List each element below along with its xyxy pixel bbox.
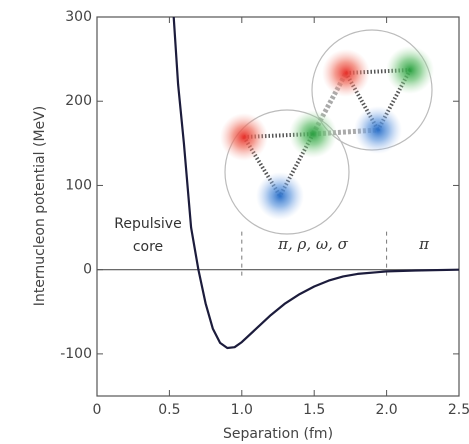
- x-axis-label: Separation (fm): [223, 426, 333, 442]
- annotation: π, ρ, ω, σ: [277, 235, 349, 253]
- potential-curve: [172, 17, 459, 350]
- nucleon: [224, 109, 350, 235]
- y-tick-label: 0: [83, 262, 92, 278]
- x-tick-label: 0.5: [158, 402, 180, 418]
- x-tick-label: 0: [93, 402, 102, 418]
- x-tick-label: 1.0: [231, 402, 253, 418]
- x-tick-label: 2.0: [375, 402, 397, 418]
- quark: [220, 113, 268, 161]
- annotation: π: [418, 235, 430, 253]
- plot-frame: [96, 16, 460, 397]
- y-tick-label: 100: [65, 177, 92, 193]
- annotation: core: [133, 239, 163, 255]
- y-axis-label: Internucleon potential (MeV): [32, 106, 48, 306]
- x-tick-label: 2.5: [448, 402, 469, 418]
- y-tick-label: 300: [65, 9, 92, 25]
- quark: [322, 49, 370, 97]
- quark: [289, 110, 337, 158]
- annotation: Repulsive: [114, 216, 181, 232]
- y-tick-label: -100: [60, 346, 92, 362]
- quark: [354, 106, 402, 154]
- x-tick-label: 1.5: [303, 402, 325, 418]
- quark: [256, 172, 304, 220]
- y-tick-label: 200: [65, 93, 92, 109]
- quark: [386, 46, 434, 94]
- quark-diagram: [220, 29, 434, 235]
